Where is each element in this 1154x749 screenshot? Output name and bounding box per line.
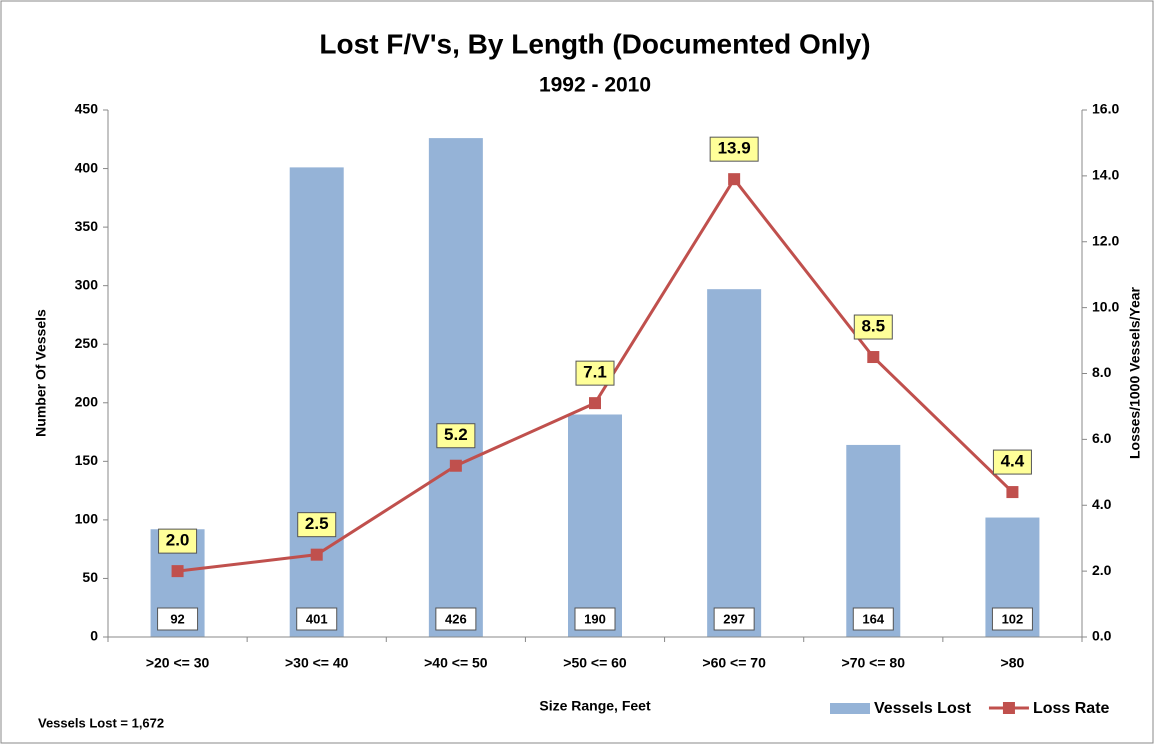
- x-tick-label: >50 <= 60: [563, 655, 627, 671]
- legend-label: Vessels Lost: [874, 700, 972, 717]
- data-label: 2.5: [305, 514, 329, 533]
- y-tick-label: 150: [75, 452, 99, 468]
- data-label: 401: [306, 611, 328, 626]
- point: [728, 173, 741, 186]
- bar: [289, 167, 344, 637]
- bar: [428, 138, 483, 637]
- data-label-box: [297, 512, 337, 538]
- y2-tick-label: 10.0: [1092, 298, 1119, 314]
- y-tick-label: 350: [75, 218, 99, 234]
- data-label-box: [713, 607, 755, 631]
- data-label: 297: [723, 611, 745, 626]
- y-tick-label: 400: [75, 159, 99, 175]
- point: [589, 397, 601, 410]
- y-tick-label: 100: [75, 511, 99, 527]
- bar: [568, 414, 622, 637]
- y-tick-label: 50: [82, 569, 98, 585]
- data-label-box: [709, 136, 759, 162]
- y-tick-label: 250: [75, 335, 99, 351]
- data-label: 92: [170, 611, 184, 626]
- y2-axis-label: Losses/1000 Vessels/Year: [1127, 286, 1143, 459]
- data-label: 13.9: [718, 139, 751, 158]
- y-axis-label: Number Of Vessels: [33, 309, 49, 437]
- legend-swatch: [830, 703, 870, 714]
- data-label: 4.4: [1001, 452, 1025, 471]
- data-label: 7.1: [583, 363, 607, 382]
- y-tick-label: 0: [90, 628, 98, 644]
- y2-tick-label: 2.0: [1092, 562, 1112, 578]
- data-label-box: [991, 607, 1033, 631]
- bar: [846, 444, 901, 637]
- data-label: 102: [1002, 611, 1024, 626]
- y2-tick-label: 4.0: [1092, 496, 1112, 512]
- y-tick-label: 300: [75, 276, 99, 292]
- y2-tick-label: 12.0: [1092, 232, 1119, 248]
- y-tick-label: 200: [75, 393, 99, 409]
- data-label: 190: [584, 611, 606, 626]
- y2-tick-label: 0.0: [1092, 628, 1112, 644]
- data-label-box: [296, 607, 338, 631]
- point: [310, 548, 323, 561]
- y2-tick-label: 8.0: [1092, 364, 1112, 380]
- annotation: Vessels Lost = 1,672: [38, 715, 164, 730]
- chart-subtitle: 1992 - 2010: [539, 74, 651, 97]
- x-tick-label: >40 <= 50: [424, 655, 488, 671]
- data-label-box: [436, 423, 476, 449]
- x-axis-label: Size Range, Feet: [539, 698, 651, 714]
- x-tick-label: >70 <= 80: [842, 655, 906, 671]
- point: [1006, 486, 1019, 499]
- data-label-box: [853, 314, 893, 340]
- x-tick-label: >80: [1001, 655, 1025, 671]
- data-label: 2.0: [166, 531, 190, 550]
- data-label-box: [435, 607, 477, 631]
- data-label: 426: [445, 611, 467, 626]
- point: [449, 459, 462, 472]
- data-label-box: [574, 607, 616, 631]
- legend-swatch: [1002, 702, 1015, 714]
- chart-title: Lost F/V's, By Length (Documented Only): [319, 28, 870, 59]
- x-tick-label: >20 <= 30: [146, 655, 210, 671]
- data-label: 8.5: [861, 317, 885, 336]
- data-label-box: [575, 360, 615, 386]
- data-label-box: [852, 607, 894, 631]
- x-tick-label: >60 <= 70: [702, 655, 766, 671]
- y2-tick-label: 16.0: [1092, 101, 1119, 117]
- data-label-box: [157, 607, 199, 631]
- point: [867, 351, 880, 364]
- y2-tick-label: 14.0: [1092, 167, 1119, 183]
- data-label-box: [158, 528, 198, 554]
- x-tick-label: >30 <= 40: [285, 655, 349, 671]
- y2-tick-label: 6.0: [1092, 430, 1112, 446]
- data-label: 164: [862, 611, 884, 626]
- bar: [707, 289, 762, 637]
- data-label-box: [992, 449, 1032, 475]
- y-tick-label: 450: [75, 101, 99, 117]
- point: [171, 565, 184, 578]
- data-label: 5.2: [444, 425, 468, 444]
- legend-label: Loss Rate: [1033, 700, 1110, 717]
